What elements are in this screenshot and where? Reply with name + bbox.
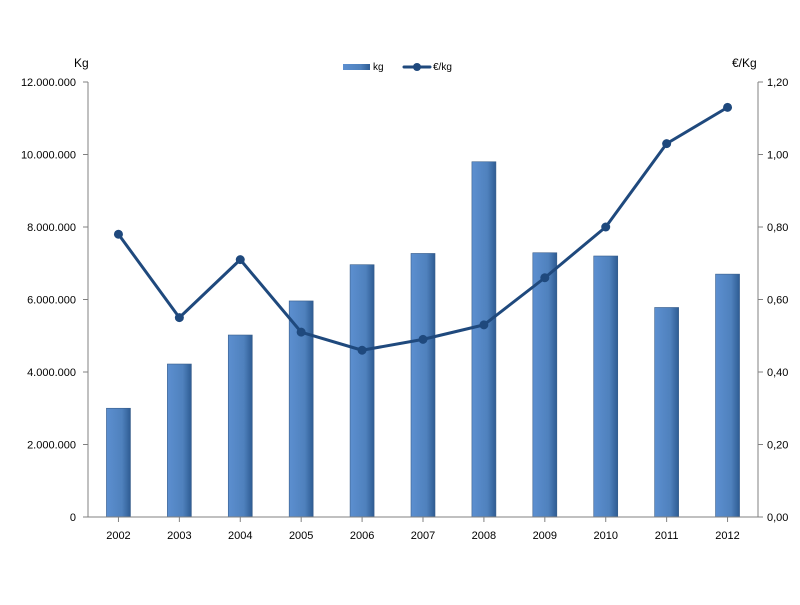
legend: kg €/kg xyxy=(343,62,452,73)
axes-layer xyxy=(83,81,763,522)
legend-eur-label: €/kg xyxy=(433,62,452,73)
right-tick-label-6: 1,20 xyxy=(767,77,788,89)
bar-2005 xyxy=(288,300,314,518)
line-point-2011 xyxy=(662,139,672,149)
right-axis-title: €/Kg xyxy=(732,56,757,70)
bar-2008 xyxy=(471,161,497,518)
labels-layer: 2002 2003 2004 2005 2006 2007 2008 2009 2010 2011… xyxy=(21,77,788,542)
line-point-2007 xyxy=(418,334,428,344)
x-tick-label-2007: 2007 xyxy=(411,530,435,542)
left-tick-label-2: 4.000.000 xyxy=(27,367,76,379)
bar-2011 xyxy=(654,307,679,518)
bar-2006 xyxy=(349,264,375,518)
bar-2003 xyxy=(167,363,192,518)
bars-layer xyxy=(106,161,740,518)
x-tick-label-2006: 2006 xyxy=(350,530,374,542)
x-tick-label-2004: 2004 xyxy=(228,530,252,542)
line-point-2003 xyxy=(174,313,184,323)
line-point-2006 xyxy=(357,345,367,355)
left-tick-label-5: 10.000.000 xyxy=(21,150,76,162)
x-tick-label-2011: 2011 xyxy=(655,530,679,542)
left-tick-label-0: 0 xyxy=(70,512,76,524)
right-tick-label-2: 0,40 xyxy=(767,367,788,379)
legend-kg-label: kg xyxy=(373,62,384,73)
bar-2012 xyxy=(715,273,740,518)
right-tick-label-1: 0,20 xyxy=(767,440,788,452)
left-tick-label-6: 12.000.000 xyxy=(21,77,76,89)
line-layer xyxy=(113,102,733,355)
line-point-2012 xyxy=(723,102,733,112)
x-tick-label-2012: 2012 xyxy=(715,530,739,542)
left-tick-label-4: 8.000.000 xyxy=(27,222,76,234)
left-tick-label-3: 6.000.000 xyxy=(27,295,76,307)
line-point-2008 xyxy=(479,320,489,330)
x-tick-label-2010: 2010 xyxy=(593,530,617,542)
bar-2009 xyxy=(532,252,558,518)
bar-2010 xyxy=(593,255,619,518)
right-tick-label-4: 0,80 xyxy=(767,222,788,234)
bar-2004 xyxy=(227,334,253,518)
bar-2002 xyxy=(106,407,131,518)
left-axis-title: Kg xyxy=(74,56,89,70)
right-tick-label-3: 0,60 xyxy=(767,295,788,307)
left-tick-label-1: 2.000.000 xyxy=(27,440,76,452)
x-tick-label-2003: 2003 xyxy=(167,530,191,542)
line-point-2010 xyxy=(601,222,611,232)
legend-eur-marker xyxy=(413,63,421,71)
line-point-2009 xyxy=(540,273,550,283)
x-tick-label-2009: 2009 xyxy=(533,530,557,542)
line-point-2002 xyxy=(113,229,123,239)
x-tick-label-2005: 2005 xyxy=(289,530,313,542)
x-tick-label-2008: 2008 xyxy=(472,530,496,542)
right-tick-label-5: 1,00 xyxy=(767,150,788,162)
right-tick-label-0: 0,00 xyxy=(767,512,788,524)
legend-kg-swatch xyxy=(343,64,370,70)
bar-2007 xyxy=(410,253,436,518)
line-point-2005 xyxy=(296,327,306,337)
line-point-2004 xyxy=(235,255,245,265)
x-tick-label-2002: 2002 xyxy=(106,530,130,542)
